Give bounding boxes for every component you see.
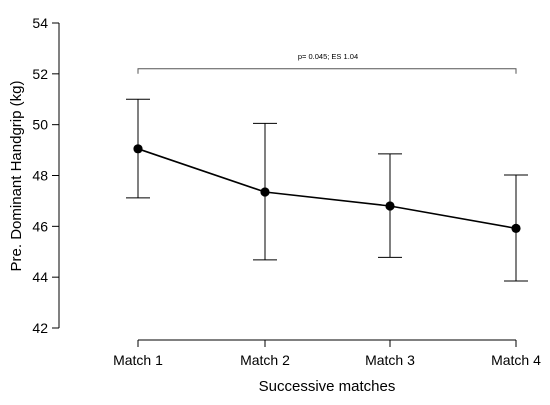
series-line xyxy=(137,148,517,230)
x-tick-label: Match 3 xyxy=(365,352,415,368)
annotation-layer: p= 0.045; ES 1.04 xyxy=(137,52,517,74)
x-axis-title: Successive matches xyxy=(259,378,396,395)
data-point xyxy=(511,223,521,233)
y-tick-label: 46 xyxy=(32,218,48,234)
significance-label: p= 0.045; ES 1.04 xyxy=(298,52,358,61)
y-tick-label: 54 xyxy=(32,15,48,31)
y-tick-label: 52 xyxy=(32,66,48,82)
y-tick-label: 50 xyxy=(32,117,48,133)
data-point xyxy=(385,201,395,211)
y-axis: 42 44 46 48 50 52 54 xyxy=(32,15,60,336)
y-tick-label: 42 xyxy=(32,320,48,336)
x-tick-label: Match 2 xyxy=(240,352,290,368)
x-axis: Match 1 Match 2 Match 3 Match 4 xyxy=(113,339,541,368)
y-axis-title: Pre. Dominant Handgrip (kg) xyxy=(8,81,25,272)
point-layer xyxy=(133,144,521,233)
y-tick-label: 44 xyxy=(32,269,48,285)
errorbar-layer xyxy=(126,98,528,282)
data-point xyxy=(260,187,270,197)
line-layer xyxy=(137,148,517,230)
x-tick-label: Match 4 xyxy=(491,352,541,368)
significance-bracket xyxy=(137,68,517,74)
y-tick-label: 48 xyxy=(32,168,48,184)
x-tick-label: Match 1 xyxy=(113,352,163,368)
data-point xyxy=(133,144,143,154)
